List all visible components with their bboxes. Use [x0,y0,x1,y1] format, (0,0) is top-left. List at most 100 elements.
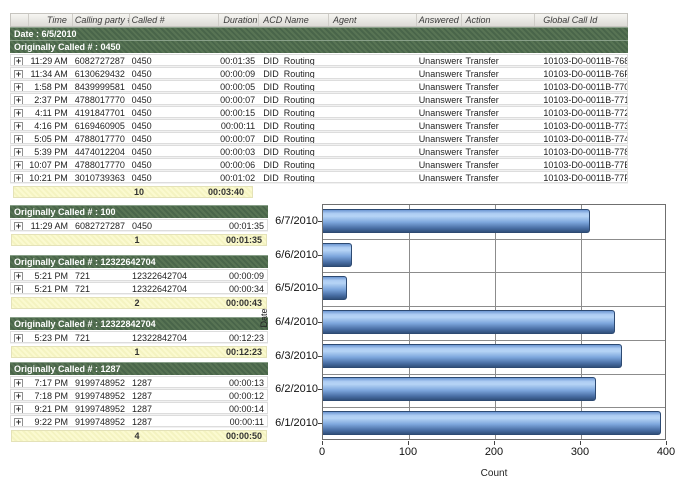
agent-cell [329,68,417,78]
originally-called-band: Originally Called # : 12322842704 [10,317,268,330]
time-cell: 4:11 PM [34,107,68,118]
column-header-time[interactable]: Time [29,14,73,26]
duration-cell: 00:01:02 [220,172,256,183]
column-header-global-call-id[interactable]: Global Call Id [543,15,598,25]
table-row[interactable]: +2:37 PM 4788017770 0450 00:00:07 DID_Routin… [10,93,628,105]
global-call-id-cell: 10103-D0-0011B-770 [543,81,628,92]
calling-party-cell: 9199748952 [75,390,126,401]
duration-cell: 00:00:03 [220,146,256,157]
expand-icon[interactable]: + [14,55,23,65]
table-row[interactable]: +11:29 AM 6082727287 0450 00:01:35 DID_Routi… [10,54,628,66]
column-header-calling-party[interactable]: Calling party # [74,14,130,26]
expand-icon[interactable]: + [14,403,23,413]
action-cell: Transfer [465,159,499,170]
chart-category-tick [318,322,322,323]
expand-icon[interactable]: + [14,377,23,387]
calling-party-cell: 4788017770 [74,94,125,105]
column-header-agent[interactable]: Agent [329,14,417,26]
calling-party-cell: 6082727287 [75,220,126,231]
chart-bar[interactable] [323,242,353,267]
expand-icon[interactable]: + [14,146,23,156]
originally-called-band: Originally Called # : 1287 [10,362,268,375]
expand-icon[interactable]: + [14,416,23,426]
table-row[interactable]: +11:34 AM 6130629432 0450 00:00:09 DID_Routi… [10,67,628,79]
expand-icon[interactable]: + [14,81,23,91]
group-section-table: Originally Called # : 12322642704 +5:21 P… [10,255,268,309]
date-group-band: Date : 6/5/2010 [10,27,628,40]
expand-icon[interactable]: + [14,172,23,182]
table-row[interactable]: +5:21 PM 721 12322642704 00:00:34 [10,282,268,294]
expand-icon[interactable]: + [14,107,23,117]
column-header-duration[interactable]: Duration [219,14,260,26]
table-row[interactable]: +10:21 PM 3010739363 0450 00:01:02 DID_Routi… [10,171,628,183]
global-call-id-cell: 10103-D0-0011B-76F [543,68,628,79]
table-row[interactable]: +4:16 PM 6169460905 0450 00:00:11 DID_Routin… [10,119,628,131]
chart-bar[interactable] [323,377,597,402]
chart-category-tick [318,220,322,222]
originally-called-band: Originally Called # : 100 [10,205,268,218]
column-header-acd-name[interactable]: ACD Name [259,14,329,26]
calling-party-cell: 721 [75,283,91,294]
time-cell: 5:23 PM [34,332,68,343]
group-section-table: Originally Called # : 100 +11:29 AM 608272… [10,205,268,246]
chart-bar[interactable] [323,276,348,301]
expand-icon[interactable]: + [14,332,23,342]
chart-bar[interactable] [323,411,661,436]
column-header-action[interactable]: Action [462,14,536,26]
duration-cell: 00:12:23 [228,332,264,343]
agent-cell [329,81,417,91]
calling-party-cell: 4474012204 [74,146,125,157]
table-row[interactable]: +9:21 PM 9199748952 1287 00:00:14 [10,402,268,414]
chart-x-tick-label: 300 [570,446,590,458]
table-row[interactable]: +5:05 PM 4788017770 0450 00:00:07 DID_Routin… [10,132,628,144]
duration-cell: 00:01:35 [220,55,256,66]
table-row[interactable]: +1:58 PM 8439999581 0450 00:00:05 DID_Routin… [10,80,628,92]
calling-party-cell: 9199748952 [75,416,126,427]
column-header-expander[interactable] [11,14,29,26]
table-row[interactable]: +9:22 PM 9199748952 1287 00:00:11 [10,415,268,427]
global-call-id-cell: 10103-D0-0011B-77E [543,159,628,170]
expand-icon[interactable]: + [14,159,23,169]
summary-total-duration: 00:00:50 [225,431,262,441]
calling-party-cell: 9199748952 [75,403,126,414]
expand-icon[interactable]: + [14,220,23,230]
global-call-id-cell: 10103-D0-0011B-771 [543,94,628,105]
expand-icon[interactable]: + [14,120,23,130]
called-cell: 0450 [131,68,152,79]
table-row[interactable]: +4:11 PM 4191847701 0450 00:00:15 DID_Routin… [10,106,628,118]
agent-cell [329,94,417,104]
agent-cell [329,172,417,182]
expand-icon[interactable]: + [14,283,23,293]
expand-icon[interactable]: + [14,68,23,78]
summary-call-count: 1 [134,235,140,245]
table-row[interactable]: +5:39 PM 4474012204 0450 00:00:03 DID_Routin… [10,145,628,157]
acd-name-cell: DID_Routing [263,159,315,170]
expand-icon[interactable]: + [14,390,23,400]
expand-icon[interactable]: + [14,133,23,143]
time-cell: 11:29 AM [30,55,68,66]
acd-name-cell: DID_Routing [263,146,315,157]
chart-bar[interactable] [323,343,623,368]
column-header-answered[interactable]: Answered [417,14,462,26]
table-row[interactable]: +7:17 PM 9199748952 1287 00:00:13 [10,376,268,388]
duration-cell: 00:00:14 [228,403,264,414]
time-cell: 10:21 PM [29,172,68,183]
action-cell: Transfer [465,55,499,66]
action-cell: Transfer [465,133,499,144]
called-cell: 0450 [131,81,152,92]
column-header-called[interactable]: Called # [130,14,220,26]
table-row[interactable]: +11:29 AM 6082727287 0450 00:01:35 [10,219,268,231]
expand-icon[interactable]: + [14,270,23,280]
called-cell: 0450 [131,172,152,183]
table-row[interactable]: +7:18 PM 9199748952 1287 00:00:12 [10,389,268,401]
table-row[interactable]: +5:21 PM 721 12322642704 00:00:09 [10,269,268,281]
called-cell: 1287 [132,403,153,414]
expand-icon[interactable]: + [14,94,23,104]
table-row[interactable]: +5:23 PM 721 12322842704 00:12:23 [10,331,268,343]
time-cell: 2:37 PM [34,94,68,105]
summary-total-duration: 00:00:43 [225,298,262,308]
originally-called-band: Originally Called # : 12322642704 [10,255,268,268]
table-row[interactable]: +10:07 PM 4788017770 0450 00:00:06 DID_Routi… [10,158,628,170]
chart-bar[interactable] [323,310,616,334]
chart-bar[interactable] [323,208,590,233]
